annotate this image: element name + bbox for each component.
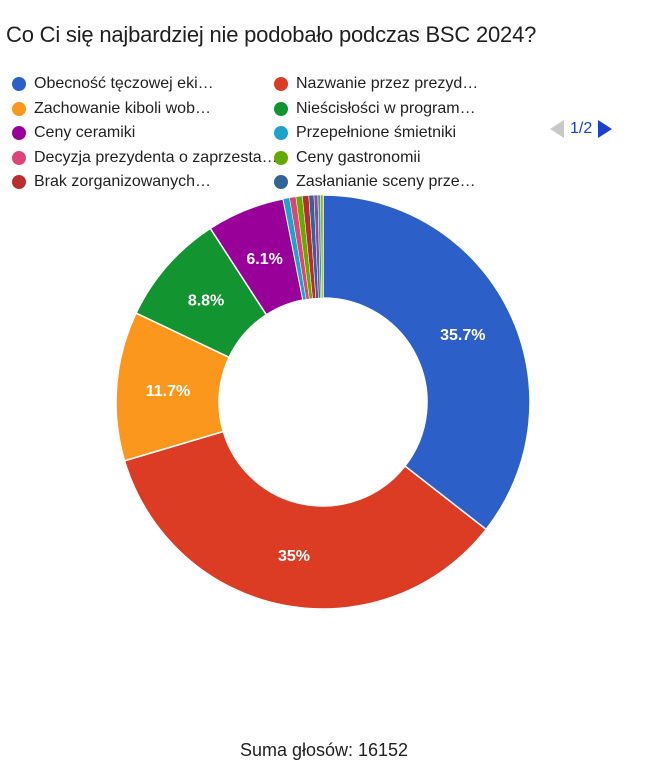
legend-item: Ceny gastronomii	[274, 146, 421, 170]
legend: Obecność tęczowej eki… Nazwanie przez pre…	[12, 72, 522, 197]
legend-item: Przepełnione śmietniki	[274, 121, 456, 145]
donut-slice	[322, 194, 531, 531]
legend-swatch	[12, 126, 26, 140]
legend-swatch	[12, 101, 26, 116]
legend-item: Obecność tęczowej eki…	[12, 72, 214, 96]
legend-swatch	[274, 126, 288, 140]
legend-label: Zasłanianie sceny prze…	[296, 173, 476, 190]
legend-item: Zasłanianie sceny prze…	[274, 170, 476, 194]
legend-prev-page-icon[interactable]	[550, 120, 564, 138]
legend-swatch	[12, 77, 26, 91]
legend-label: Brak zorganizowanych…	[34, 173, 211, 190]
legend-item: Brak zorganizowanych…	[12, 170, 211, 194]
legend-next-page-icon[interactable]	[598, 120, 613, 138]
legend-item: Decyzja prezydenta o zaprzesta…	[12, 146, 278, 170]
legend-label: Nieścisłości w program…	[296, 99, 476, 117]
legend-swatch	[274, 175, 288, 189]
legend-swatch	[274, 150, 288, 165]
legend-label: Decyzja prezydenta o zaprzesta…	[34, 148, 278, 166]
legend-item: Nieścisłości w program…	[274, 97, 476, 121]
legend-swatch	[274, 77, 288, 91]
slice-data-label: 35.7%	[440, 327, 485, 344]
legend-label: Przepełnione śmietniki	[296, 124, 457, 141]
chart-title: Co Ci się najbardziej nie podobało podcz…	[6, 22, 537, 47]
slice-data-label: 11.7%	[146, 383, 190, 400]
donut-slice	[320, 194, 324, 299]
donut-slice	[123, 430, 488, 610]
slice-data-label: 8.8%	[188, 293, 224, 310]
legend-page-indicator: 1/2	[570, 120, 593, 137]
legend-swatch	[12, 175, 26, 189]
legend-swatch	[274, 101, 288, 116]
legend-item: Ceny ceramiki	[12, 121, 135, 145]
legend-label: Nazwanie przez prezyd…	[296, 75, 479, 92]
legend-item: Nazwanie przez prezyd…	[274, 72, 478, 96]
legend-pager: 1/2	[550, 120, 613, 138]
slice-data-label: 35%	[278, 548, 310, 565]
legend-swatch	[12, 150, 26, 165]
legend-item: Zachowanie kiboli wob…	[12, 97, 211, 121]
total-votes-label: Suma głosów: 16152	[239, 740, 409, 760]
legend-label: Ceny ceramiki	[34, 124, 136, 141]
legend-label: Obecność tęczowej eki…	[34, 75, 214, 92]
legend-label: Zachowanie kiboli wob…	[34, 99, 211, 117]
legend-label: Ceny gastronomii	[296, 148, 421, 166]
slice-data-label: 6.1%	[246, 251, 282, 268]
